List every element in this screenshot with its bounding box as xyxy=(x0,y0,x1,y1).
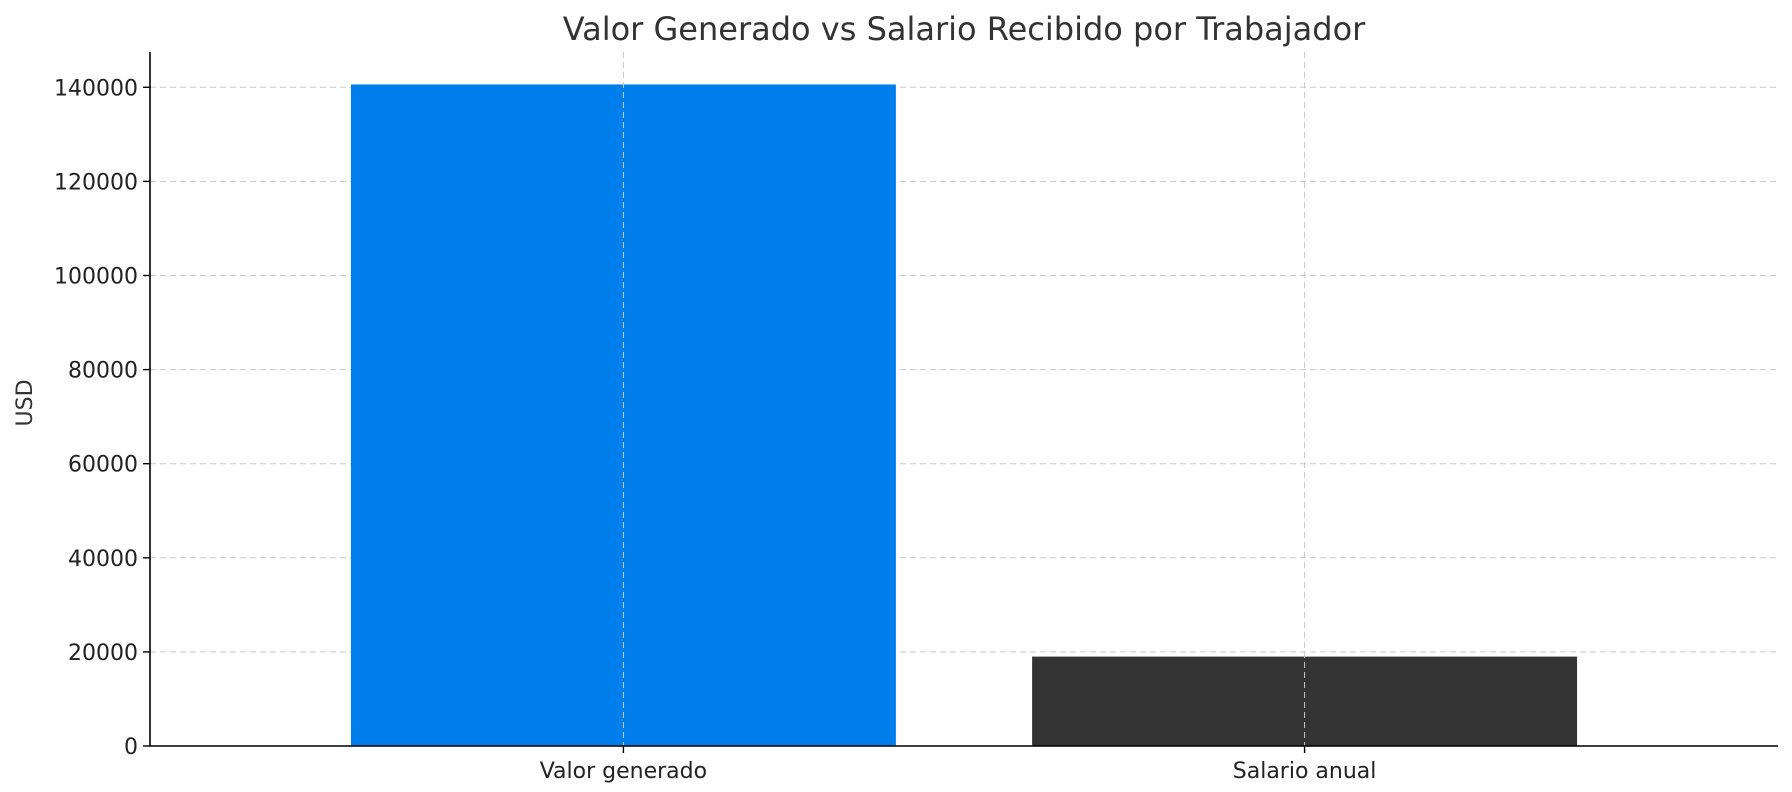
axes xyxy=(149,52,1778,747)
y-tick-label: 40000 xyxy=(68,547,138,572)
y-tick-label: 60000 xyxy=(68,453,138,478)
vertical-grid-lines xyxy=(622,52,1306,746)
y-tick-label: 100000 xyxy=(54,264,138,289)
bar-salario-anual xyxy=(1032,656,1578,746)
y-axis-ticks: 0 20000 40000 60000 80000 100000 120000 140000 xyxy=(54,76,150,760)
y-tick-label: 20000 xyxy=(68,641,138,666)
y-tick-label: 120000 xyxy=(54,170,138,195)
y-tick-label: 0 xyxy=(124,735,138,760)
x-axis-ticks: Valor generado Salario anual xyxy=(540,746,1377,784)
x-tick-label: Salario anual xyxy=(1233,759,1377,784)
y-tick-label: 140000 xyxy=(54,76,138,101)
chart-title: Valor Generado vs Salario Recibido por T… xyxy=(563,10,1366,48)
x-tick-label: Valor generado xyxy=(540,759,707,784)
y-axis-label: USD xyxy=(13,379,38,426)
bars xyxy=(350,84,1578,746)
y-tick-label: 80000 xyxy=(68,359,138,384)
